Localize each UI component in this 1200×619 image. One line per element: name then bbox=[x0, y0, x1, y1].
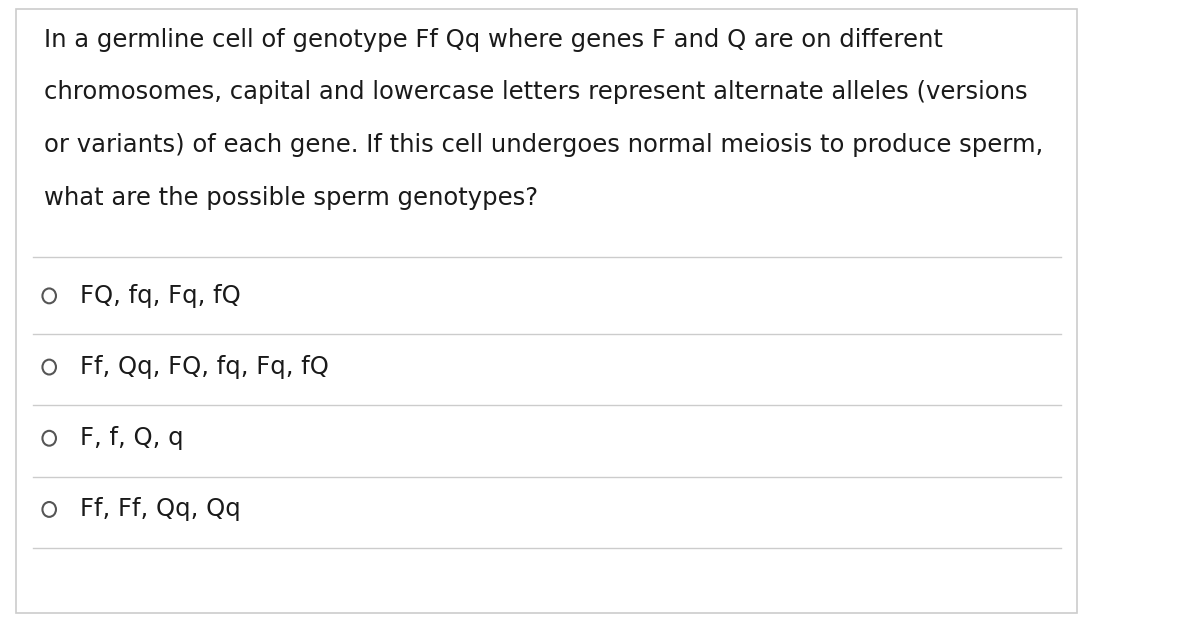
Text: F, f, Q, q: F, f, Q, q bbox=[80, 426, 184, 450]
Text: In a germline cell of genotype Ff Qq where genes F and Q are on different: In a germline cell of genotype Ff Qq whe… bbox=[43, 28, 943, 52]
Text: what are the possible sperm genotypes?: what are the possible sperm genotypes? bbox=[43, 186, 538, 210]
Text: chromosomes, capital and lowercase letters represent alternate alleles (versions: chromosomes, capital and lowercase lette… bbox=[43, 80, 1027, 105]
Text: FQ, fq, Fq, fQ: FQ, fq, Fq, fQ bbox=[80, 284, 241, 308]
Text: Ff, Qq, FQ, fq, Fq, fQ: Ff, Qq, FQ, fq, Fq, fQ bbox=[80, 355, 329, 379]
Text: Ff, Ff, Qq, Qq: Ff, Ff, Qq, Qq bbox=[80, 498, 241, 521]
Text: or variants) of each gene. If this cell undergoes normal meiosis to produce sper: or variants) of each gene. If this cell … bbox=[43, 133, 1043, 157]
